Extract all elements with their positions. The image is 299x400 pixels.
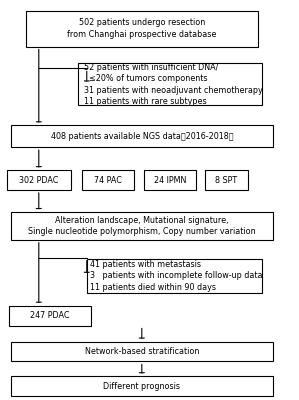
FancyBboxPatch shape <box>10 125 273 147</box>
FancyBboxPatch shape <box>10 212 273 240</box>
Text: 502 patients undergo resection
from Changhai prospective database: 502 patients undergo resection from Chan… <box>67 18 216 39</box>
FancyBboxPatch shape <box>205 170 248 190</box>
FancyBboxPatch shape <box>9 306 91 326</box>
FancyBboxPatch shape <box>26 11 257 46</box>
FancyBboxPatch shape <box>82 170 134 190</box>
Text: Alteration landscape, Mutational signature,
Single nucleotide polymorphism, Copy: Alteration landscape, Mutational signatu… <box>28 216 256 236</box>
FancyBboxPatch shape <box>7 170 71 190</box>
Text: 24 IPMN: 24 IPMN <box>154 176 186 184</box>
Text: Different prognosis: Different prognosis <box>103 382 180 391</box>
FancyBboxPatch shape <box>87 259 262 293</box>
FancyBboxPatch shape <box>144 170 196 190</box>
Text: 408 patients available NGS data（2016-2018）: 408 patients available NGS data（2016-201… <box>51 132 233 141</box>
Text: 8 SPT: 8 SPT <box>215 176 237 184</box>
Text: 52 patients with insufficient DNA/
  ≤20% of tumors components
31 patients with : 52 patients with insufficient DNA/ ≤20% … <box>84 63 263 106</box>
Text: 74 PAC: 74 PAC <box>94 176 122 184</box>
FancyBboxPatch shape <box>10 342 273 362</box>
Text: Network-based stratification: Network-based stratification <box>85 347 199 356</box>
Text: 302 PDAC: 302 PDAC <box>19 176 59 184</box>
Text: 41 patients with metastasis
3   patients with incomplete follow-up data
11 patie: 41 patients with metastasis 3 patients w… <box>90 260 263 292</box>
FancyBboxPatch shape <box>78 64 262 105</box>
FancyBboxPatch shape <box>10 376 273 396</box>
Text: 247 PDAC: 247 PDAC <box>30 311 70 320</box>
